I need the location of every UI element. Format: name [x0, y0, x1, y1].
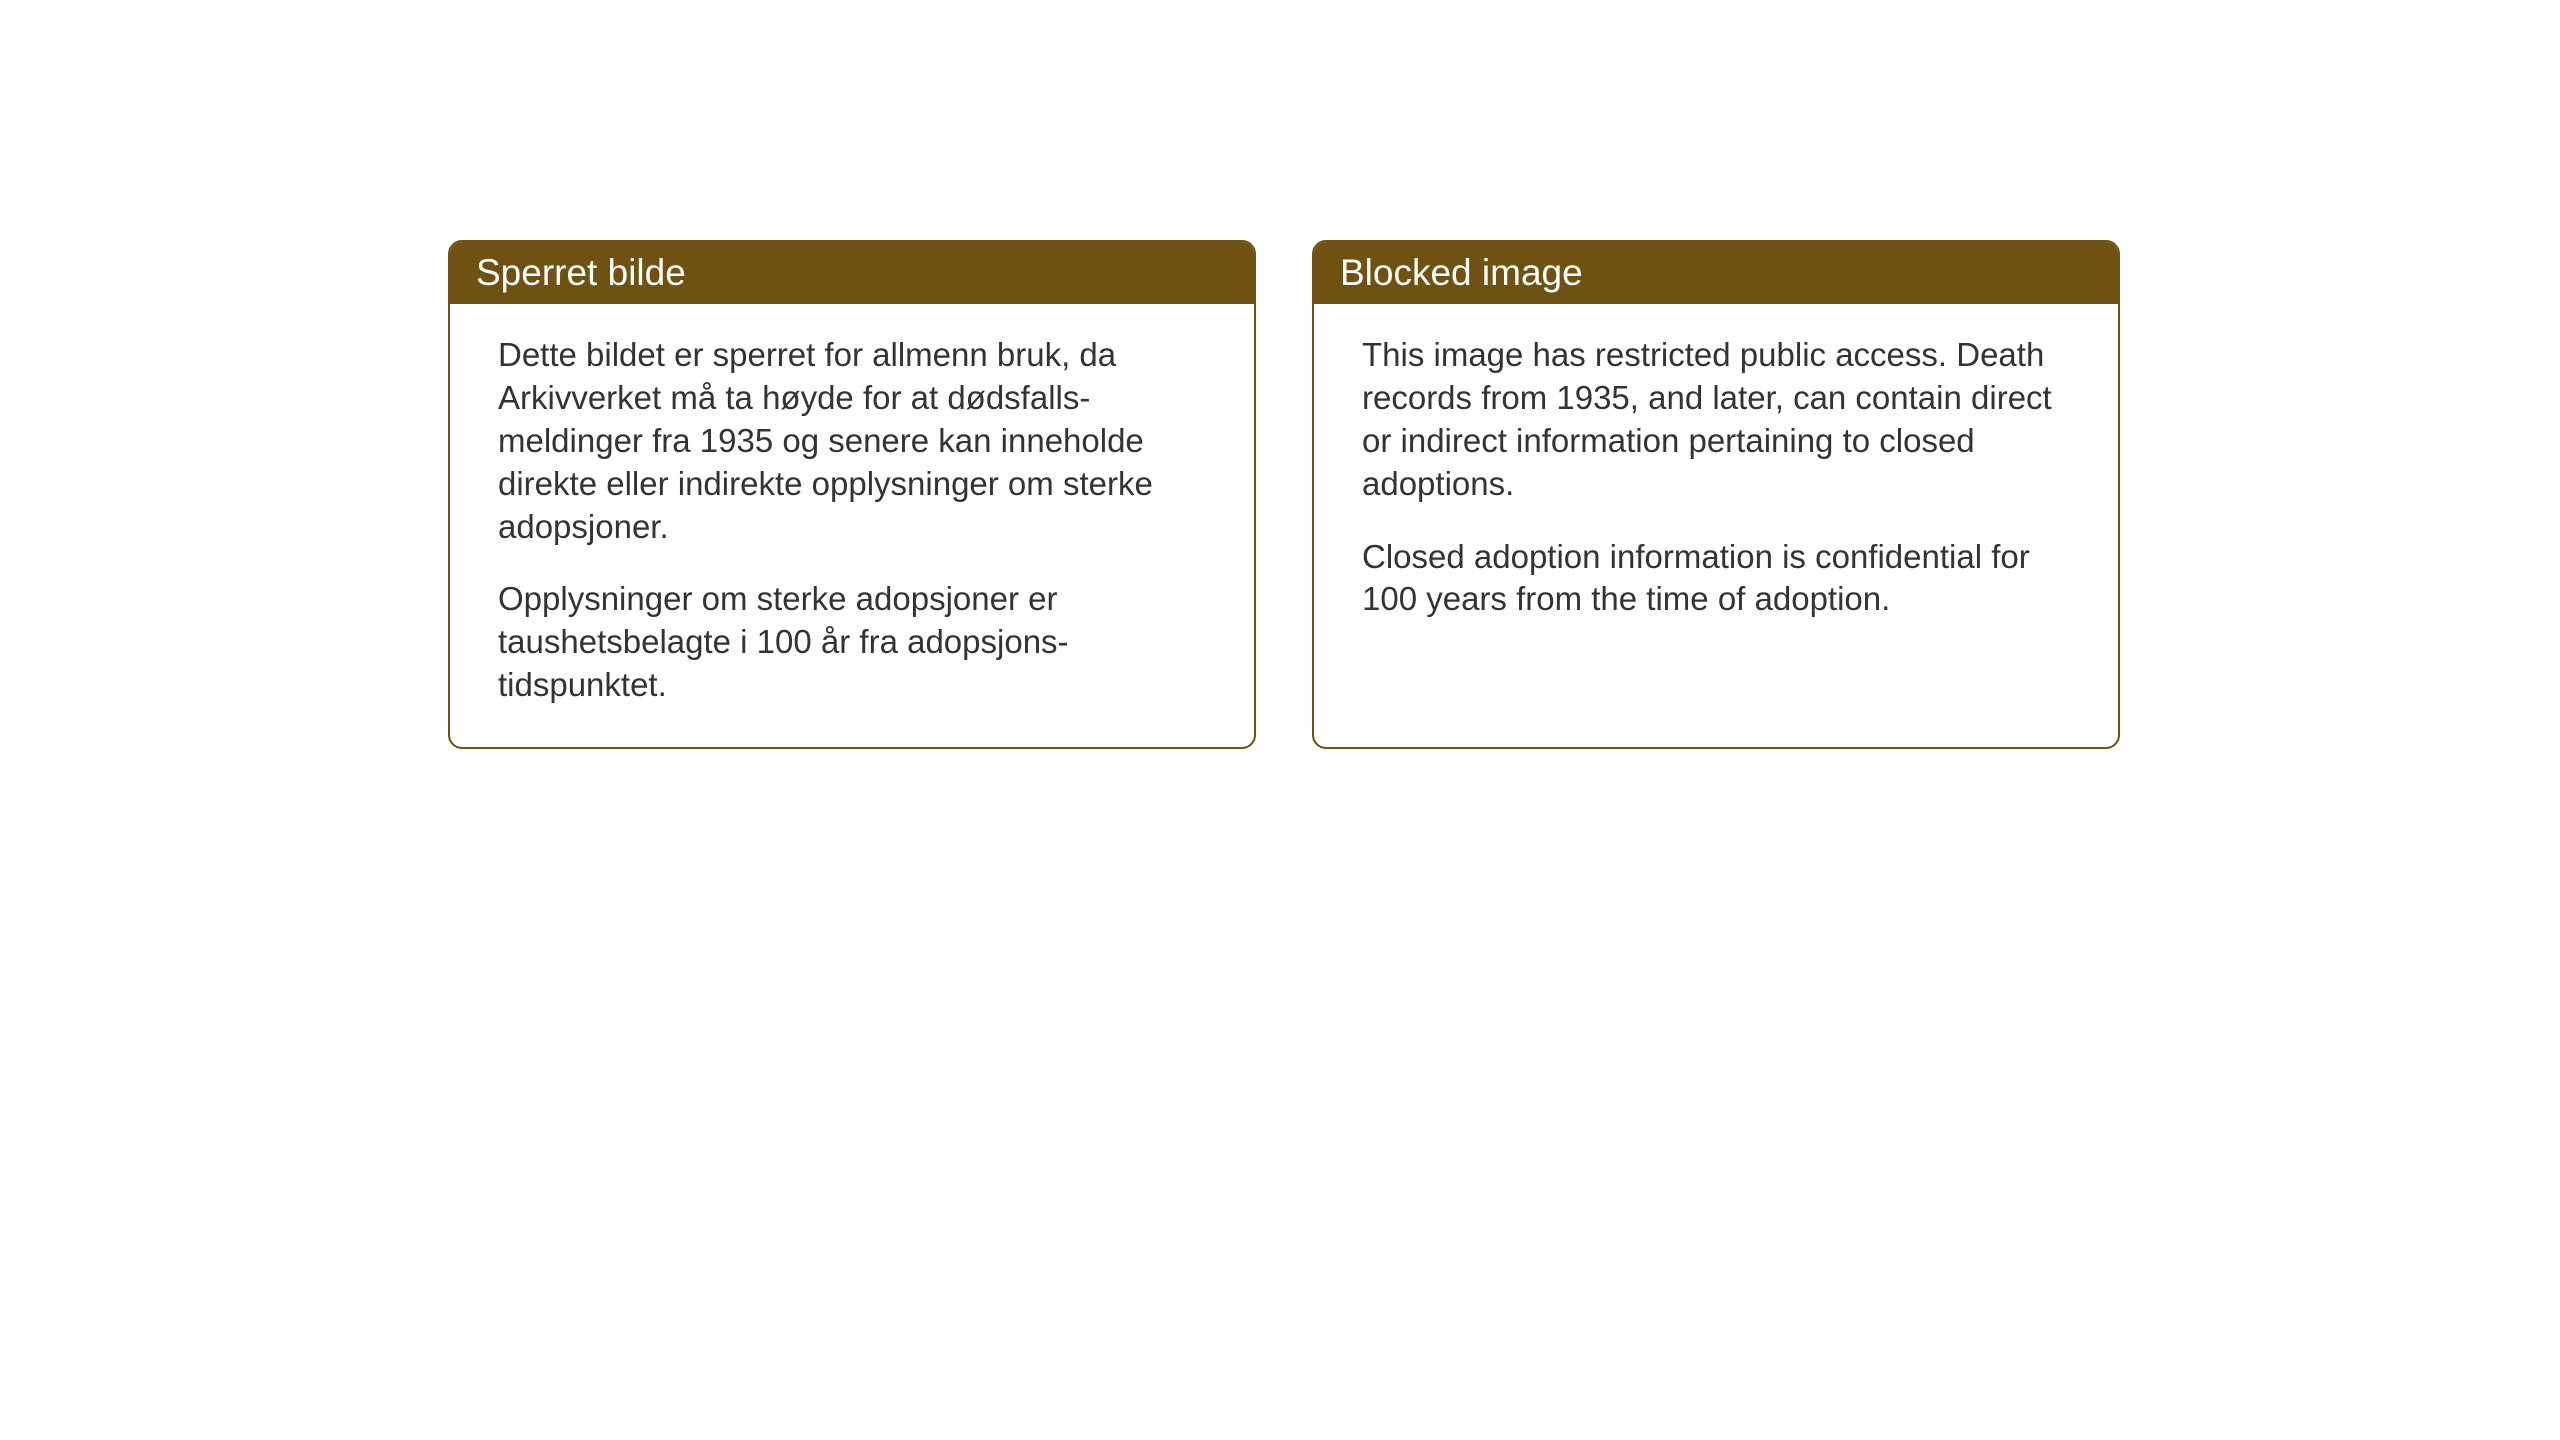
notice-title-norwegian: Sperret bilde: [476, 252, 686, 293]
notice-paragraph-1-english: This image has restricted public access.…: [1362, 334, 2070, 506]
notice-paragraph-2-english: Closed adoption information is confident…: [1362, 536, 2070, 622]
notice-card-norwegian: Sperret bilde Dette bildet er sperret fo…: [448, 240, 1256, 749]
notice-header-english: Blocked image: [1314, 242, 2118, 304]
notice-paragraph-2-norwegian: Opplysninger om sterke adopsjoner er tau…: [498, 578, 1206, 707]
notice-header-norwegian: Sperret bilde: [450, 242, 1254, 304]
notice-paragraph-1-norwegian: Dette bildet er sperret for allmenn bruk…: [498, 334, 1206, 548]
notice-title-english: Blocked image: [1340, 252, 1583, 293]
notice-card-english: Blocked image This image has restricted …: [1312, 240, 2120, 749]
notice-body-norwegian: Dette bildet er sperret for allmenn bruk…: [450, 304, 1254, 747]
notice-container: Sperret bilde Dette bildet er sperret fo…: [448, 240, 2120, 749]
notice-body-english: This image has restricted public access.…: [1314, 304, 2118, 661]
